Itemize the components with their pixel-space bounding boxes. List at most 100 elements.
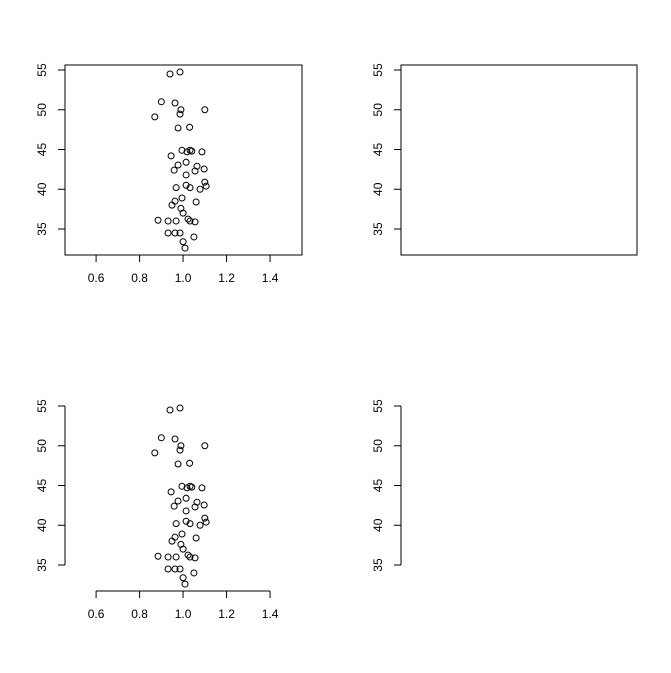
y-tick-label: 35: [35, 558, 49, 572]
point: [176, 110, 184, 118]
y-tick-label: 45: [371, 479, 385, 493]
x-tick-label: 1.2: [218, 271, 235, 285]
point: [181, 244, 189, 252]
x-tick-label: 0.8: [131, 271, 148, 285]
point: [192, 198, 200, 206]
y-tick-label: 55: [35, 63, 49, 77]
y-tick-label: 45: [35, 479, 49, 493]
point: [200, 165, 208, 173]
point: [182, 158, 190, 166]
point: [174, 497, 182, 505]
point: [190, 569, 198, 577]
point: [191, 167, 199, 175]
point: [154, 216, 162, 224]
point: [176, 565, 184, 573]
point: [151, 113, 159, 121]
point: [171, 197, 179, 205]
point: [174, 124, 182, 132]
point: [186, 123, 194, 131]
point: [176, 229, 184, 237]
point: [172, 217, 180, 225]
point: [202, 182, 210, 190]
y-tick-label: 45: [35, 143, 49, 157]
point: [179, 238, 187, 246]
point: [193, 498, 201, 506]
point: [179, 209, 187, 217]
y-tick-label: 40: [35, 182, 49, 196]
point: [166, 70, 174, 78]
point: [178, 194, 186, 202]
point: [186, 459, 194, 467]
y-tick-label: 55: [371, 399, 385, 413]
point: [191, 503, 199, 511]
point: [201, 178, 209, 186]
point: [181, 580, 189, 588]
point: [151, 449, 159, 457]
point: [176, 446, 184, 454]
point: [170, 166, 178, 174]
point: [182, 171, 190, 179]
point: [176, 68, 184, 76]
point: [174, 161, 182, 169]
point: [198, 484, 206, 492]
point: [190, 233, 198, 241]
point: [184, 551, 192, 559]
x-tick-label: 1.4: [262, 607, 279, 621]
y-tick-label: 50: [371, 439, 385, 453]
point: [172, 520, 180, 528]
point: [188, 147, 196, 155]
y-tick-label: 40: [35, 518, 49, 532]
point: [171, 435, 179, 443]
y-tick-label: 50: [371, 103, 385, 117]
point: [154, 552, 162, 560]
point: [171, 229, 179, 237]
x-tick-label: 1.2: [218, 607, 235, 621]
point: [172, 184, 180, 192]
y-tick-label: 35: [35, 222, 49, 236]
plot-frame: [400, 64, 638, 256]
point: [179, 574, 187, 582]
point: [172, 553, 180, 561]
x-tick-label: 0.6: [88, 271, 105, 285]
point: [164, 217, 172, 225]
point: [177, 442, 185, 450]
y-tick-label: 50: [35, 439, 49, 453]
point: [157, 434, 165, 442]
point: [188, 483, 196, 491]
point: [186, 553, 194, 561]
point: [168, 201, 176, 209]
point: [182, 517, 190, 525]
point: [171, 99, 179, 107]
point: [196, 185, 204, 193]
y-tick-label: 40: [371, 518, 385, 532]
point: [164, 565, 172, 573]
x-tick-label: 1.4: [262, 271, 279, 285]
y-tick-label: 45: [371, 143, 385, 157]
x-tick-label: 1.0: [175, 271, 192, 285]
point: [186, 184, 194, 192]
point: [191, 554, 199, 562]
point: [176, 404, 184, 412]
point: [200, 501, 208, 509]
point: [167, 152, 175, 160]
point: [198, 148, 206, 156]
y-tick-label: 55: [371, 63, 385, 77]
point: [186, 520, 194, 528]
y-tick-label: 50: [35, 103, 49, 117]
point: [196, 521, 204, 529]
point: [202, 518, 210, 526]
point: [193, 162, 201, 170]
point: [192, 534, 200, 542]
point: [184, 215, 192, 223]
point: [178, 146, 186, 154]
point: [182, 494, 190, 502]
point: [170, 502, 178, 510]
point: [166, 406, 174, 414]
point: [174, 460, 182, 468]
y-tick-label: 55: [35, 399, 49, 413]
point: [178, 530, 186, 538]
point: [164, 553, 172, 561]
point: [201, 514, 209, 522]
point: [171, 565, 179, 573]
